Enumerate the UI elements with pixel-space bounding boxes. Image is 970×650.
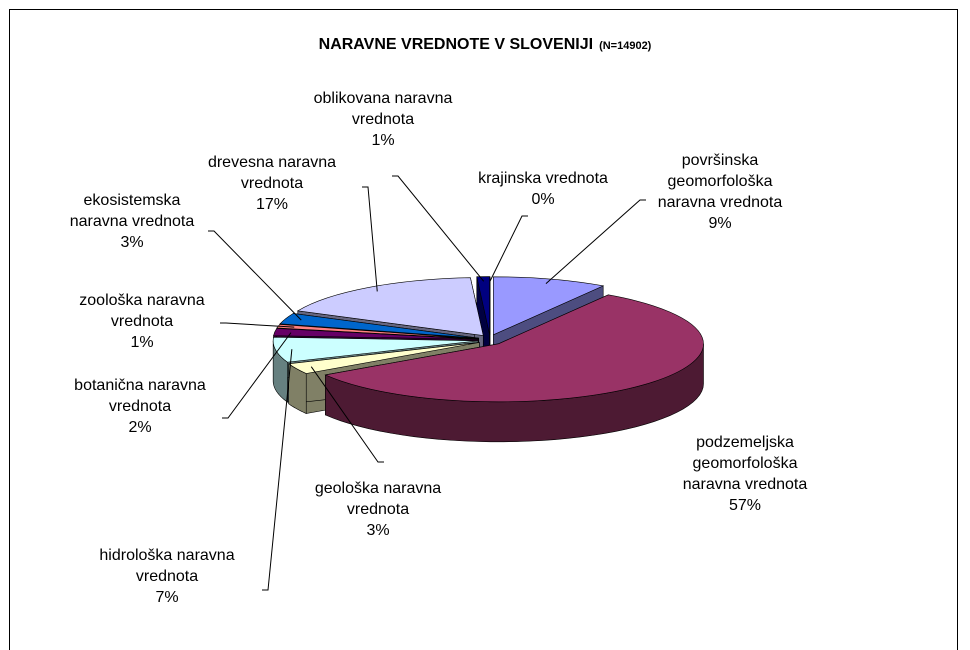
label-category: oblikovana naravna vrednota xyxy=(313,90,453,128)
slice xyxy=(476,276,490,335)
label-value: 17% xyxy=(255,196,289,213)
label-category: podzemeljska geomorfološka naravna vredn… xyxy=(682,434,808,493)
leader-line xyxy=(262,349,293,591)
label-value: 9% xyxy=(708,215,732,232)
slice xyxy=(287,342,480,374)
leader-line xyxy=(545,199,646,284)
label-value: 1% xyxy=(130,334,154,351)
data-label: drevesna naravna vrednota 17% xyxy=(197,152,347,215)
chart-subtitle: (N=14902) xyxy=(599,40,652,52)
label-value: 7% xyxy=(155,589,179,606)
chart-frame xyxy=(9,9,958,650)
chart-title: NARAVNE VREDNOTE V SLOVENIJI xyxy=(318,36,594,53)
leader-line xyxy=(362,186,378,292)
leader-line xyxy=(208,230,302,321)
label-category: hidrološka naravna vrednota xyxy=(99,547,235,585)
leader-line xyxy=(392,175,485,282)
data-label: hidrološka naravna vrednota 7% xyxy=(92,545,242,608)
label-value: 0% xyxy=(531,191,555,208)
data-label: površinska geomorfološka naravna vrednot… xyxy=(645,150,795,234)
label-category: geološka naravna vrednota xyxy=(314,480,442,518)
label-category: ekosistemska naravna vrednota xyxy=(69,192,195,230)
label-value: 1% xyxy=(371,132,395,149)
data-label: krajinska vrednota 0% xyxy=(458,168,628,210)
leader-line xyxy=(220,322,295,328)
slice xyxy=(279,313,479,339)
leader-line xyxy=(489,215,528,282)
slice xyxy=(273,328,479,340)
leader-line xyxy=(222,332,292,419)
label-value: 57% xyxy=(728,497,762,514)
slice xyxy=(324,294,704,403)
data-label: ekosistemska naravna vrednota 3% xyxy=(62,190,202,253)
label-value: 2% xyxy=(128,419,152,436)
data-label: zoološka naravna vrednota 1% xyxy=(67,290,217,353)
data-label: botanična naravna vrednota 2% xyxy=(65,375,215,438)
label-value: 3% xyxy=(120,234,144,251)
label-category: površinska geomorfološka naravna vrednot… xyxy=(657,152,783,211)
label-category: zoološka naravna vrednota xyxy=(79,292,205,330)
leader-line xyxy=(310,366,384,463)
data-label: podzemeljska geomorfološka naravna vredn… xyxy=(670,432,820,516)
slice xyxy=(272,336,479,363)
label-category: krajinska vrednota xyxy=(478,170,608,187)
label-category: botanična naravna vrednota xyxy=(74,377,206,415)
label-category: drevesna naravna vrednota xyxy=(207,154,337,192)
data-label: geološka naravna vrednota 3% xyxy=(308,478,448,541)
label-value: 3% xyxy=(366,522,390,539)
chart-title-block: NARAVNE VREDNOTE V SLOVENIJI (N=14902) xyxy=(0,36,970,54)
data-label: oblikovana naravna vrednota 1% xyxy=(308,88,458,151)
slice xyxy=(296,277,484,336)
